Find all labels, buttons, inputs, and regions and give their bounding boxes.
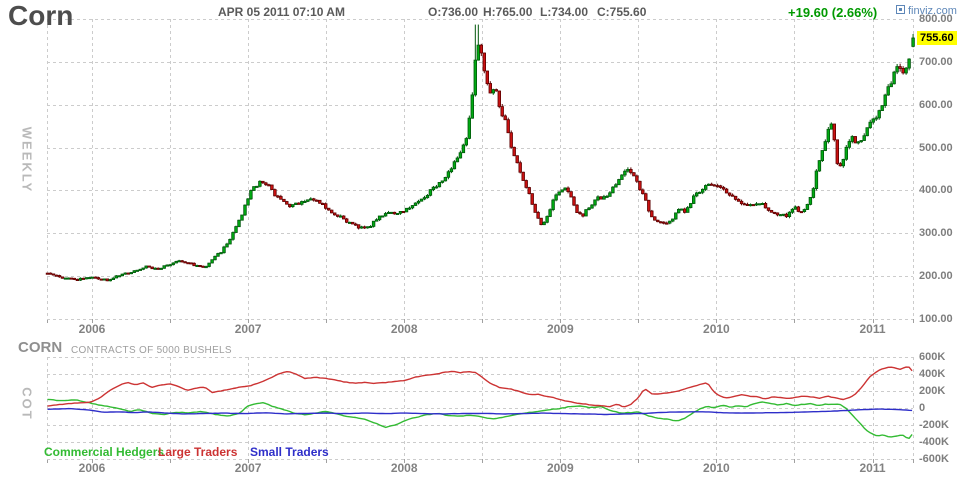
main-y-axis-label: 700.00 [919, 55, 953, 68]
main-x-axis-year-label: 2009 [546, 322, 574, 336]
cot-x-axis-year-label: 2006 [78, 461, 106, 475]
main-x-axis-year-label: 2011 [859, 322, 886, 336]
main-y-axis-label: 400.00 [919, 184, 953, 197]
quote-datetime: APR 05 2011 07:10 AM [218, 5, 345, 19]
main-y-axis-label: 600.00 [919, 98, 953, 111]
finviz-brand-label: finviz.com [908, 5, 957, 17]
main-y-axis-label: 300.00 [919, 227, 953, 240]
cot-line-commercial-hedgers [47, 398, 913, 439]
cot-subtitle: CONTRACTS OF 5000 BUSHELS [71, 345, 232, 356]
last-price-badge: 755.60 [917, 30, 957, 45]
finviz-brand-link[interactable]: finviz.com [896, 5, 957, 17]
weekly-timeframe-label: WEEKLY [19, 126, 35, 194]
quote-high: H:765.00 [483, 5, 533, 19]
main-x-axis-year-label: 2006 [78, 322, 106, 336]
main-x-axis-year-label: 2010 [703, 322, 730, 336]
cot-y-axis-label: 600K [919, 351, 946, 363]
cot-lines [47, 366, 913, 439]
symbol-title: Corn [8, 0, 74, 31]
cot-x-axis-year-label: 2007 [234, 461, 262, 475]
cot-line-large-traders [47, 366, 913, 408]
cot-x-axis-year-label: 2009 [546, 461, 574, 475]
gridlines [47, 19, 914, 463]
cot-line-small-traders [47, 407, 913, 416]
quote-low: L:734.00 [540, 5, 589, 19]
cot-x-axis-year-label: 2011 [859, 461, 886, 475]
quote-change: +19.60 (2.66%) [788, 5, 878, 20]
legend-small-traders: Small Traders [250, 445, 329, 459]
main-y-axis-label: 200.00 [919, 270, 953, 283]
main-y-axis-label: 100.00 [919, 313, 953, 325]
cot-y-axis-label: 200K [919, 385, 946, 397]
main-y-axis-label: 500.00 [919, 141, 953, 154]
cot-y-axis-label: -200K [919, 419, 949, 431]
legend-commercial-hedgers: Commercial Hedgers [44, 445, 165, 459]
cot-y-axis-label: 400K [919, 368, 946, 380]
candles [45, 24, 915, 282]
cot-side-label: COT [19, 387, 35, 421]
quote-close: C:755.60 [597, 5, 647, 19]
main-y-axis-label: 800.00 [919, 13, 953, 25]
quote-open: O:736.00 [428, 5, 479, 19]
cot-x-axis-year-label: 2010 [703, 461, 730, 475]
cot-y-axis-label: 0 [919, 402, 926, 414]
legend-large-traders: Large Traders [158, 445, 238, 459]
cot-x-axis-year-label: 2008 [390, 461, 418, 475]
main-x-axis-year-label: 2008 [390, 322, 418, 336]
cot-y-axis-label: -600K [919, 453, 949, 465]
finviz-logo-icon [896, 5, 905, 14]
cot-y-axis-label: -400K [919, 436, 949, 448]
main-x-axis-year-label: 2007 [234, 322, 262, 336]
cot-title: CORN [18, 339, 63, 356]
